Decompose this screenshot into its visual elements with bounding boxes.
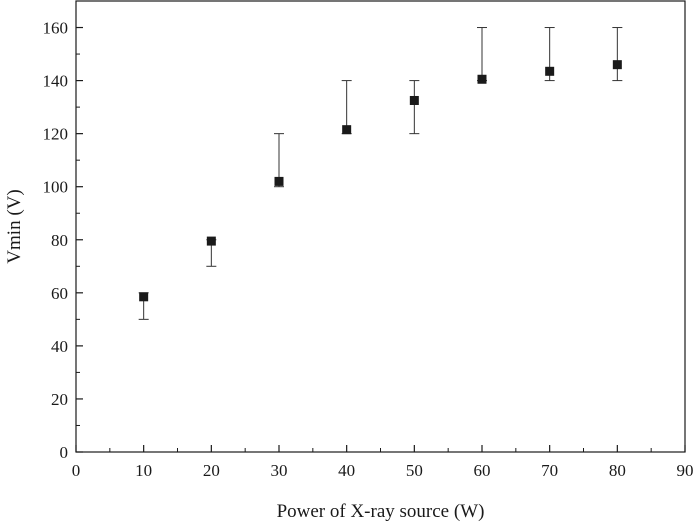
x-tick-label: 70 [541, 461, 558, 480]
y-axis-title: Vmin (V) [4, 189, 25, 263]
x-tick-label: 0 [72, 461, 81, 480]
x-tick-label: 40 [338, 461, 355, 480]
data-point [206, 236, 216, 246]
x-tick-label: 50 [406, 461, 423, 480]
y-tick-label: 0 [60, 443, 69, 462]
data-point [139, 292, 149, 302]
data-points [139, 60, 622, 302]
y-tick-label: 20 [51, 390, 68, 409]
data-point [477, 74, 487, 84]
y-tick-label: 140 [43, 72, 69, 91]
y-tick-label: 120 [43, 125, 69, 144]
y-tick-label: 60 [51, 284, 68, 303]
y-axis: 0 20 40 60 80 100 120 140 160 [43, 19, 83, 462]
x-tick-label: 80 [609, 461, 626, 480]
data-point [409, 95, 419, 105]
plot-frame [75, 0, 686, 453]
data-point [274, 176, 284, 186]
x-tick-label: 20 [203, 461, 220, 480]
x-axis-title: Power of X-ray source (W) [277, 501, 485, 522]
y-tick-label: 100 [43, 178, 69, 197]
y-tick-label: 40 [51, 337, 68, 356]
data-point [545, 66, 555, 76]
y-tick-label: 80 [51, 231, 68, 250]
x-axis: 0 10 20 30 40 50 60 70 80 90 [72, 445, 694, 480]
data-point [612, 60, 622, 70]
data-point [342, 125, 352, 135]
x-tick-label: 90 [677, 461, 694, 480]
x-tick-label: 60 [474, 461, 491, 480]
x-tick-label: 10 [135, 461, 152, 480]
x-tick-label: 30 [271, 461, 288, 480]
y-tick-label: 160 [43, 19, 69, 38]
